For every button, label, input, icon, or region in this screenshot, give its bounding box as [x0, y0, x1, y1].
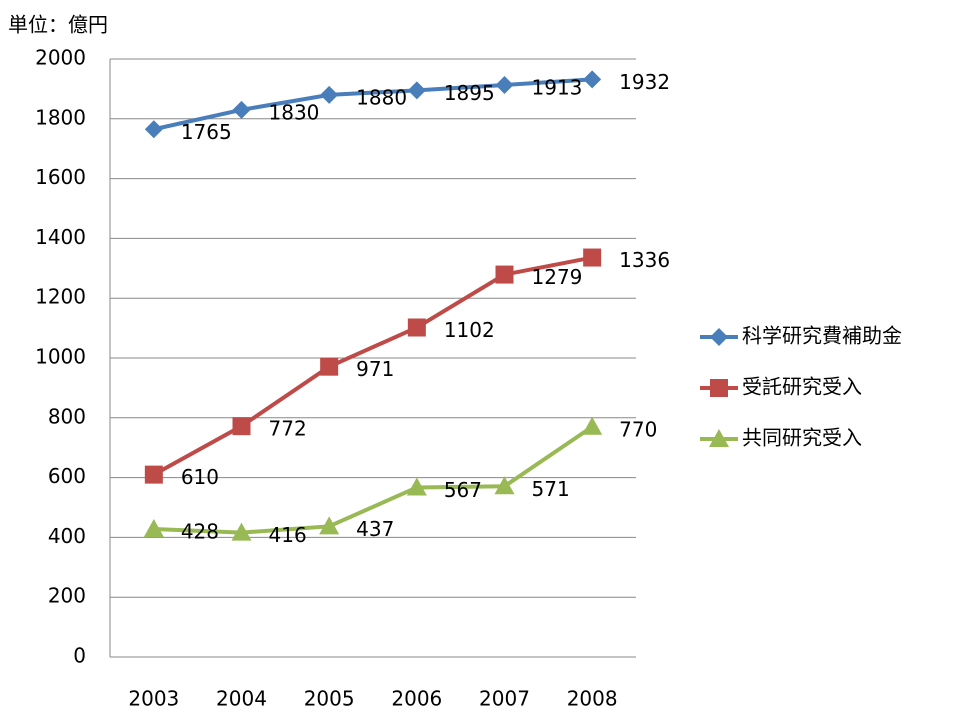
data-label: 772 [269, 417, 307, 441]
legend-label: 受託研究受入 [742, 375, 862, 399]
data-label: 1880 [356, 85, 407, 109]
x-tick-label: 2004 [216, 687, 267, 711]
data-label: 1102 [444, 318, 495, 342]
data-label: 437 [356, 517, 394, 541]
point [494, 476, 515, 495]
y-tick-label: 1200 [35, 285, 86, 309]
point [407, 318, 426, 337]
point [144, 120, 163, 139]
y-tick-label: 200 [48, 584, 86, 608]
x-tick-label: 2006 [391, 687, 442, 711]
data-label: 571 [532, 477, 570, 501]
y-tick-label: 1400 [35, 225, 86, 249]
y-tick-label: 800 [48, 404, 86, 428]
legend-label: 科学研究費補助金 [742, 324, 902, 348]
data-label: 1830 [269, 100, 320, 124]
point [319, 516, 340, 535]
data-label: 1336 [619, 248, 670, 272]
y-tick-label: 0 [73, 644, 86, 668]
y-tick-label: 400 [48, 524, 86, 548]
series-line [153, 425, 594, 535]
data-label: 971 [356, 357, 394, 381]
data-label: 1895 [444, 81, 495, 105]
data-label: 1279 [532, 265, 583, 289]
x-tick-label: 2007 [479, 687, 530, 711]
y-tick-label: 1000 [35, 345, 86, 369]
data-label: 1932 [619, 70, 670, 94]
y-tick-label: 1600 [35, 165, 86, 189]
point [495, 76, 514, 95]
legend-marker [710, 379, 728, 397]
point [407, 81, 426, 100]
series-line [152, 255, 593, 477]
data-label: 567 [444, 478, 482, 502]
data-label: 610 [181, 465, 219, 489]
data-label: 1913 [532, 76, 583, 100]
point [232, 100, 251, 119]
point [231, 522, 252, 541]
point [232, 417, 251, 436]
point [320, 357, 339, 376]
y-tick-label: 1800 [35, 105, 86, 129]
y-tick-label: 2000 [35, 46, 86, 70]
x-tick-label: 2008 [567, 687, 618, 711]
x-tick-label: 2003 [128, 687, 179, 711]
data-label: 416 [269, 523, 307, 547]
point [495, 265, 514, 284]
point [583, 70, 602, 89]
x-tick-label: 2005 [304, 687, 355, 711]
legend-marker [709, 429, 729, 447]
point [144, 465, 163, 484]
data-label: 770 [619, 417, 657, 441]
legend-label: 共同研究受入 [742, 426, 862, 450]
point [582, 416, 603, 435]
unit-label: 単位：億円 [8, 13, 108, 37]
point [143, 519, 164, 538]
y-tick-label: 600 [48, 464, 86, 488]
legend-marker [710, 328, 728, 346]
data-label: 428 [181, 520, 219, 544]
point [406, 477, 427, 496]
data-label: 1765 [181, 120, 232, 144]
series-line [153, 77, 593, 132]
point [320, 85, 339, 104]
point [583, 248, 602, 267]
